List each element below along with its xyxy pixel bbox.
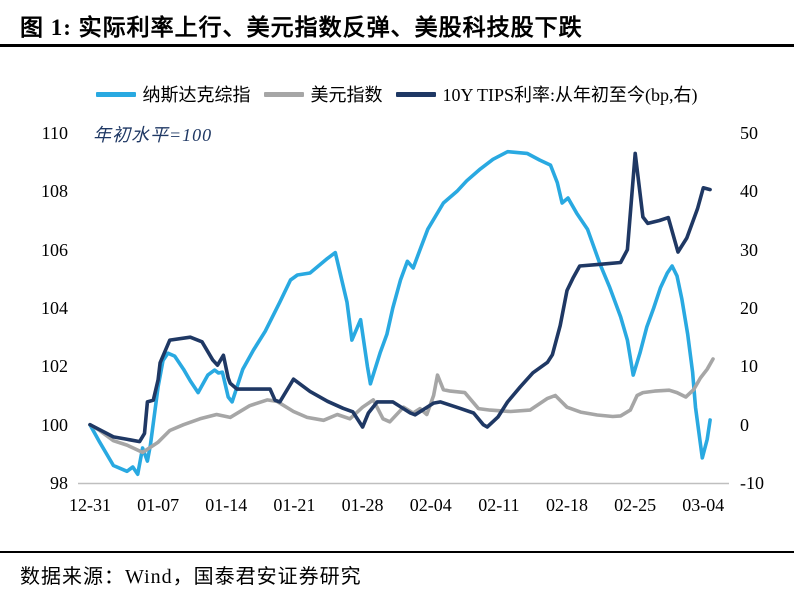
left-axis-tick-98: 98 bbox=[50, 473, 68, 493]
right-axis-tick--10: -10 bbox=[740, 473, 764, 493]
legend-item-dollar-index: 美元指数 bbox=[264, 81, 382, 107]
x-axis-tick-02-25: 02-25 bbox=[614, 495, 657, 515]
legend-label-tips: 10Y TIPS利率:从年初至今(bp,右) bbox=[442, 85, 698, 105]
x-axis-tick-02-18: 02-18 bbox=[546, 495, 588, 515]
tips-series-line bbox=[88, 151, 712, 444]
right-axis-tick-10: 10 bbox=[740, 356, 758, 377]
right-axis-tick-0: 0 bbox=[740, 414, 749, 435]
legend-label-nasdaq: 纳斯达克综指 bbox=[142, 85, 251, 105]
nasdaq-line-swatch bbox=[96, 91, 137, 97]
right-axis-tick-50: 50 bbox=[740, 123, 758, 143]
dollar-index-line-swatch bbox=[264, 91, 305, 97]
left-axis-tick-108: 108 bbox=[41, 181, 68, 202]
left-axis-tick-110: 110 bbox=[41, 123, 68, 143]
x-axis-tick-12-31: 12-31 bbox=[69, 495, 111, 515]
base-level-annotation: 年初水平=100 bbox=[93, 125, 213, 145]
x-axis-tick-02-11: 02-11 bbox=[478, 495, 520, 515]
x-axis-tick-01-28: 01-28 bbox=[341, 495, 384, 515]
x-axis-tick-01-07: 01-07 bbox=[137, 495, 180, 515]
nasdaq-series-line bbox=[88, 149, 712, 477]
title-divider-rule bbox=[0, 44, 794, 47]
x-axis-tick-03-04: 03-04 bbox=[682, 495, 725, 515]
left-axis-tick-104: 104 bbox=[41, 298, 68, 318]
x-axis-tick-01-14: 01-14 bbox=[205, 495, 248, 515]
right-axis-tick-40: 40 bbox=[740, 181, 758, 202]
right-axis-tick-30: 30 bbox=[740, 239, 758, 260]
tips-line-swatch bbox=[396, 91, 437, 97]
data-source-text: 数据来源：Wind，国泰君安证券研究 bbox=[20, 566, 362, 588]
right-axis-tick-20: 20 bbox=[740, 298, 758, 318]
left-axis-tick-100: 100 bbox=[41, 414, 68, 435]
legend-item-tips: 10Y TIPS利率:从年初至今(bp,右) bbox=[396, 81, 698, 107]
x-axis-tick-02-04: 02-04 bbox=[409, 495, 452, 515]
figure-title: 图 1: 实际利率上行、美元指数反弹、美股科技股下跌 bbox=[20, 15, 583, 40]
legend-item-nasdaq: 纳斯达克综指 bbox=[96, 81, 250, 107]
chart-legend: 纳斯达克综指 美元指数 10Y TIPS利率:从年初至今(bp,右) bbox=[0, 82, 794, 106]
left-axis-tick-102: 102 bbox=[41, 356, 68, 377]
legend-label-dollar-index: 美元指数 bbox=[310, 85, 383, 105]
x-axis-tick-01-21: 01-21 bbox=[273, 495, 316, 515]
footer-divider-rule bbox=[0, 551, 794, 553]
left-axis-tick-106: 106 bbox=[41, 239, 68, 260]
